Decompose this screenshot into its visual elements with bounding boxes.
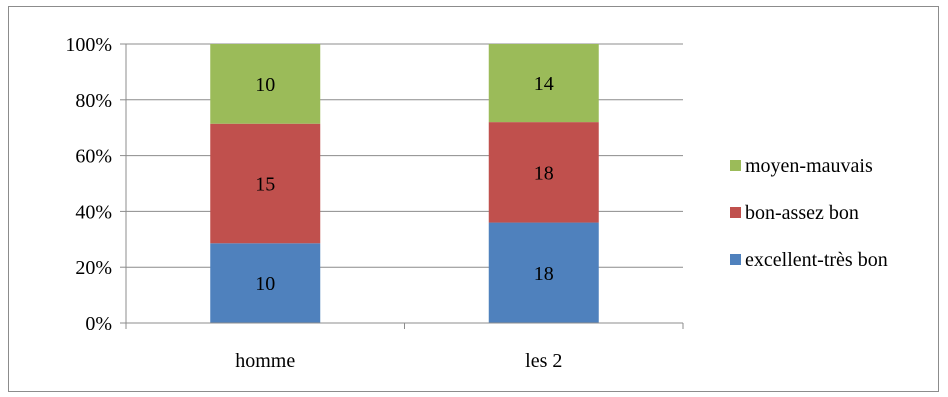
y-tick-label: 0% bbox=[85, 313, 112, 335]
y-tick-label: 40% bbox=[75, 201, 112, 223]
bars bbox=[210, 44, 599, 323]
axes bbox=[120, 43, 684, 329]
chart-frame bbox=[8, 6, 939, 392]
x-category-label: les 2 bbox=[525, 350, 562, 372]
legend-label: moyen-mauvais bbox=[745, 155, 873, 177]
y-tick-label: 80% bbox=[75, 90, 112, 112]
labels: 0% 20% 40% 60% 80% 100% 10 15 10 homme 18 18 14 les 2 bbox=[65, 34, 562, 372]
data-label: 15 bbox=[255, 174, 275, 196]
x-category-label: homme bbox=[235, 350, 295, 372]
bar-segment bbox=[210, 123, 321, 244]
data-label: 18 bbox=[534, 263, 554, 285]
legend-label: bon-assez bon bbox=[745, 202, 859, 224]
legend: moyen-mauvais bon-assez bon excellent-très… bbox=[730, 155, 888, 271]
data-label: 10 bbox=[255, 273, 275, 295]
legend-swatch bbox=[730, 254, 741, 265]
data-label: 14 bbox=[534, 73, 554, 95]
y-tick-label: 100% bbox=[65, 34, 112, 56]
y-tick-label: 60% bbox=[75, 146, 112, 168]
y-tick-label: 20% bbox=[75, 257, 112, 279]
gridlines bbox=[126, 43, 683, 268]
bar-segment bbox=[210, 44, 321, 124]
data-label: 18 bbox=[534, 162, 554, 184]
data-label: 10 bbox=[255, 74, 275, 96]
bar-segment bbox=[210, 243, 321, 323]
legend-swatch bbox=[730, 207, 741, 218]
bar-segment bbox=[488, 122, 599, 223]
legend-swatch bbox=[730, 160, 741, 171]
legend-label: excellent-très bon bbox=[745, 249, 888, 271]
bar-segment bbox=[488, 44, 599, 123]
bar-segment bbox=[488, 222, 599, 323]
